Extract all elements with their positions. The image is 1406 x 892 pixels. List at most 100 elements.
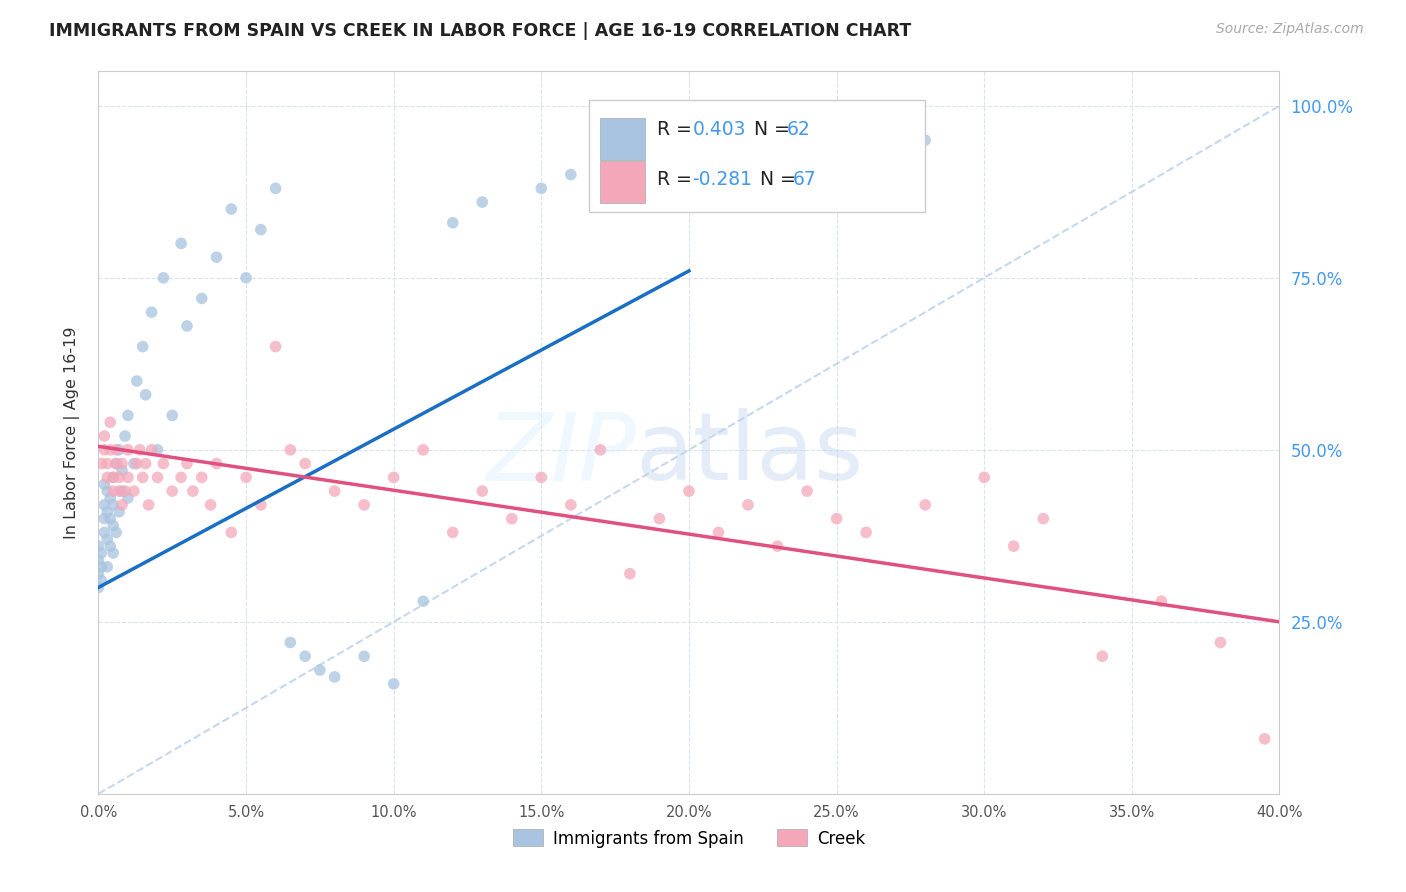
Point [87, 553, 110, 567]
Point [382, 470, 405, 484]
Point [87, 566, 110, 581]
Point [93, 429, 115, 443]
Text: 0.403: 0.403 [693, 120, 747, 138]
Point [96, 484, 118, 499]
Text: N =: N = [754, 120, 796, 138]
Point [105, 525, 128, 540]
Point [96, 533, 118, 547]
Point [111, 498, 134, 512]
Point [619, 153, 641, 168]
Point [560, 498, 582, 512]
Point [471, 195, 494, 210]
Point [280, 635, 302, 649]
Point [221, 202, 243, 216]
Point [855, 525, 877, 540]
Point [132, 470, 155, 484]
Point [176, 457, 198, 471]
Point [108, 470, 131, 484]
Point [264, 181, 287, 195]
Point [103, 498, 125, 512]
Point [98, 491, 121, 505]
Point [125, 374, 148, 388]
Point [914, 133, 936, 147]
Point [250, 222, 273, 236]
Point [205, 457, 228, 471]
Point [108, 505, 131, 519]
Point [170, 470, 193, 484]
Point [1150, 594, 1173, 608]
Point [98, 511, 121, 525]
Point [191, 292, 214, 306]
Point [114, 484, 136, 499]
Text: R =: R = [657, 170, 697, 189]
Text: Source: ZipAtlas.com: Source: ZipAtlas.com [1216, 22, 1364, 37]
Point [87, 581, 110, 595]
Point [103, 484, 125, 499]
Point [87, 539, 110, 553]
Point [93, 511, 115, 525]
Point [93, 498, 115, 512]
Point [294, 457, 316, 471]
Point [973, 470, 995, 484]
Point [90, 546, 112, 560]
Point [353, 498, 375, 512]
Point [235, 270, 257, 285]
Point [111, 463, 134, 477]
Point [117, 470, 139, 484]
Point [138, 498, 160, 512]
Point [105, 457, 128, 471]
Point [441, 216, 464, 230]
Point [501, 511, 523, 525]
Point [98, 442, 121, 457]
Point [98, 415, 121, 429]
Point [152, 270, 174, 285]
Point [1002, 539, 1025, 553]
Point [111, 457, 134, 471]
Point [128, 442, 150, 457]
Point [737, 133, 759, 147]
Point [250, 498, 273, 512]
Point [1032, 511, 1054, 525]
Point [914, 498, 936, 512]
Point [530, 181, 553, 195]
Point [181, 484, 204, 499]
Point [796, 484, 818, 499]
Point [619, 566, 641, 581]
Point [90, 559, 112, 574]
Point [93, 477, 115, 491]
Point [108, 442, 131, 457]
Point [103, 470, 125, 484]
FancyBboxPatch shape [600, 161, 645, 202]
Point [117, 491, 139, 505]
Text: R =: R = [657, 120, 697, 138]
Point [766, 539, 789, 553]
Point [114, 429, 136, 443]
Point [141, 305, 163, 319]
Point [471, 484, 494, 499]
Point [135, 388, 157, 402]
Point [96, 505, 118, 519]
Text: N =: N = [759, 170, 801, 189]
Point [707, 525, 730, 540]
Point [560, 168, 582, 182]
Point [530, 470, 553, 484]
Point [353, 649, 375, 664]
Point [93, 442, 115, 457]
Point [117, 409, 139, 423]
Point [90, 457, 112, 471]
Point [191, 470, 214, 484]
Point [678, 133, 700, 147]
Point [235, 470, 257, 484]
Text: 67: 67 [793, 170, 817, 189]
Point [122, 484, 145, 499]
Text: ZIP: ZIP [486, 409, 636, 500]
Point [294, 649, 316, 664]
Point [678, 484, 700, 499]
Point [98, 539, 121, 553]
Point [309, 663, 332, 677]
Point [589, 442, 612, 457]
Point [135, 457, 157, 471]
Point [1254, 731, 1277, 746]
Point [152, 457, 174, 471]
Point [280, 442, 302, 457]
